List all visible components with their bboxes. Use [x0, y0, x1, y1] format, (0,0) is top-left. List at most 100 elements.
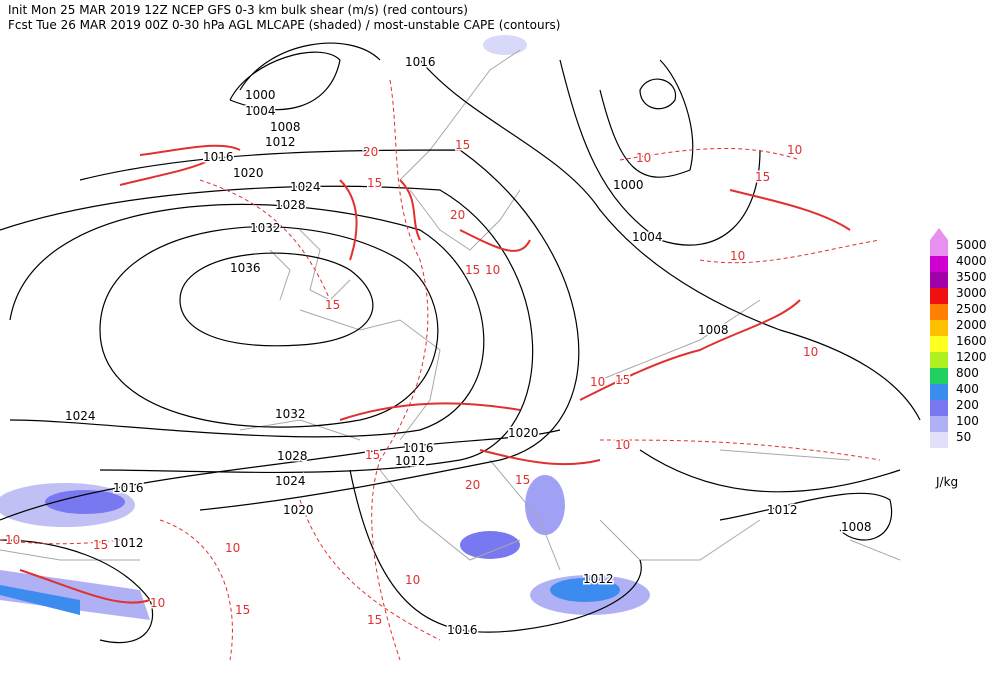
isobar [639, 78, 677, 110]
isobar-label: 1016 [403, 441, 434, 455]
colorbar-label: 4000 [956, 254, 987, 268]
isobar [0, 185, 534, 474]
isobar-label: 1020 [233, 166, 264, 180]
shear-label: 15 [325, 298, 340, 312]
shear-label: 15 [93, 538, 108, 552]
isobar-label: 1000 [245, 88, 276, 102]
isobar-label: 1028 [275, 198, 306, 212]
contour-labels: 1016100010041008101210161020102410281032… [4, 54, 874, 639]
isobar-label: 1024 [290, 180, 321, 194]
isobar [0, 539, 154, 644]
isobar [559, 59, 761, 246]
shear-label: 10 [787, 143, 802, 157]
cape-area [0, 570, 150, 620]
colorbar-label: 200 [956, 398, 979, 412]
colorbar-label: 400 [956, 382, 979, 396]
shear-label: 10 [485, 263, 500, 277]
shear-contours [0, 79, 881, 661]
isobar-label: 1024 [275, 474, 306, 488]
shear-label: 15 [367, 613, 382, 627]
isobar [639, 449, 901, 493]
shear-label: 20 [363, 145, 378, 159]
cape-shading [0, 35, 650, 620]
colorbar-label: 1600 [956, 334, 987, 348]
colorbar-label: 3500 [956, 270, 987, 284]
isobar [0, 429, 561, 521]
isobar-label: 1004 [632, 230, 663, 244]
colorbar-swatch [930, 288, 948, 304]
colorbar-swatch [930, 336, 948, 352]
isobar-label: 1016 [447, 623, 478, 637]
shear-label: 15 [515, 473, 530, 487]
isobar-label: 1020 [508, 426, 539, 440]
isobar [79, 149, 580, 511]
cape-area [0, 585, 80, 615]
isobar-label: 1016 [113, 481, 144, 495]
colorbar-swatch [930, 368, 948, 384]
colorbar-swatch [930, 256, 948, 272]
isobar-label: 1012 [395, 454, 426, 468]
shear-label: 10 [590, 375, 605, 389]
shear-label: 10 [405, 573, 420, 587]
shear-label: 10 [150, 596, 165, 610]
colorbar-swatch [930, 240, 948, 256]
isobar-label: 1012 [113, 536, 144, 550]
isobar [179, 252, 374, 347]
isobar-label: 1012 [265, 135, 296, 149]
shear-label: 20 [465, 478, 480, 492]
cape-area [483, 35, 527, 55]
isobar-label: 1024 [65, 409, 96, 423]
isobar-label: 1032 [250, 221, 281, 235]
shear-label: 15 [235, 603, 250, 617]
header-line: Fcst Tue 26 MAR 2019 00Z 0-30 hPa AGL ML… [8, 18, 560, 32]
isobar-label: 1020 [283, 503, 314, 517]
header-line: Init Mon 25 MAR 2019 12Z NCEP GFS 0-3 km… [8, 3, 468, 17]
cape-area [525, 475, 565, 535]
shear-label: 10 [730, 249, 745, 263]
isobars [0, 42, 921, 644]
colorbar-label: 2000 [956, 318, 987, 332]
colorbar-swatch [930, 400, 948, 416]
shear-label: 10 [225, 541, 240, 555]
isobar [349, 469, 642, 633]
colorbar-arrow [930, 228, 948, 240]
isobar-label: 1016 [203, 150, 234, 164]
cape-area [45, 490, 125, 514]
colorbar-label: 100 [956, 414, 979, 428]
isobar-label: 1000 [613, 178, 644, 192]
colorbar-swatch [930, 432, 948, 448]
isobar-label: 1028 [277, 449, 308, 463]
shear-label: 10 [803, 345, 818, 359]
isobar-label: 1004 [245, 104, 276, 118]
shear-label: 15 [465, 263, 480, 277]
isobar [719, 492, 893, 541]
isobar-label: 1016 [405, 55, 436, 69]
colorbar-unit: J/kg [935, 475, 958, 489]
colorbar-swatch [930, 272, 948, 288]
shear-label: 20 [450, 208, 465, 222]
colorbar-label: 5000 [956, 238, 987, 252]
shear-label: 15 [367, 176, 382, 190]
colorbar-swatch [930, 416, 948, 432]
shear-label: 15 [755, 170, 770, 184]
isobar [9, 203, 485, 438]
colorbar-swatch [930, 384, 948, 400]
colorbar-swatch [930, 304, 948, 320]
shear-label: 10 [615, 438, 630, 452]
shear-label: 10 [5, 533, 20, 547]
colorbar-swatch [930, 352, 948, 368]
coastline [0, 49, 901, 571]
shear-label: 15 [455, 138, 470, 152]
isobar [599, 59, 694, 178]
cape-area [460, 531, 520, 559]
isobar [419, 59, 921, 421]
colorbar-label: 1200 [956, 350, 987, 364]
colorbar: 5000 4000 3500 3000 2500 2000 1600 1200 800 400 20… [930, 228, 987, 489]
isobar-label: 1008 [270, 120, 301, 134]
isobar [229, 42, 381, 111]
isobar-label: 1032 [275, 407, 306, 421]
colorbar-label: 50 [956, 430, 971, 444]
isobar [99, 226, 439, 428]
colorbar-swatch [930, 320, 948, 336]
